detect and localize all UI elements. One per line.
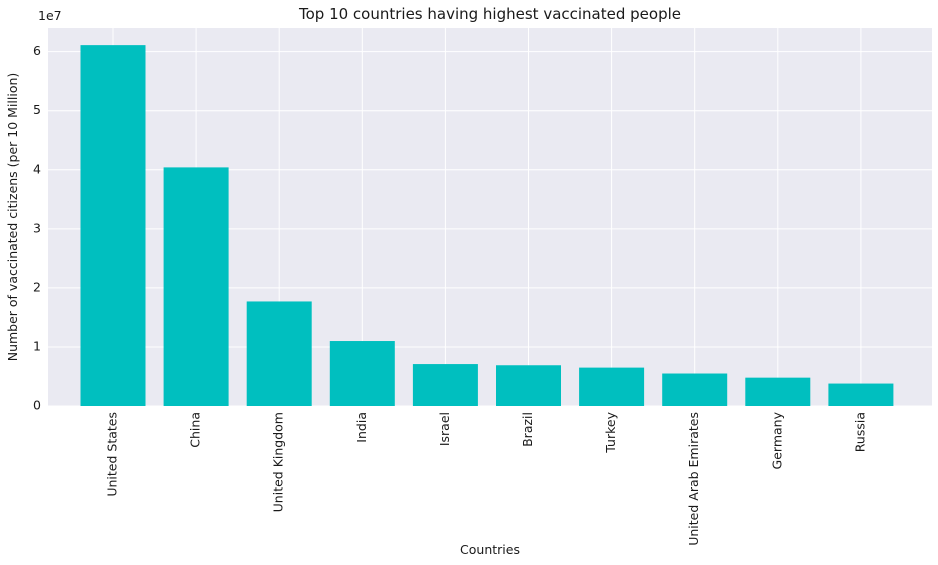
x-tick-label: China bbox=[188, 412, 203, 448]
x-tick-label: United Arab Emirates bbox=[686, 412, 701, 546]
bar-russia bbox=[828, 383, 894, 406]
y-tick-labels: 0 1 2 3 4 5 6 bbox=[33, 43, 41, 412]
y-tick-label: 5 bbox=[33, 102, 41, 117]
x-tick-label: Russia bbox=[852, 412, 867, 452]
x-tick-labels: United States China United Kingdom India Isr… bbox=[105, 411, 868, 545]
y-tick-label: 2 bbox=[33, 279, 41, 294]
x-tick-label: Turkey bbox=[603, 411, 618, 453]
bars bbox=[80, 45, 894, 407]
x-axis-label: Countries bbox=[460, 542, 520, 557]
bar-united-arab-emirates bbox=[662, 373, 728, 406]
bar-germany bbox=[745, 377, 811, 406]
chart-title: Top 10 countries having highest vaccinat… bbox=[298, 5, 681, 23]
bar-china bbox=[163, 167, 229, 406]
y-tick-label: 1 bbox=[33, 338, 41, 353]
x-tick-label: Brazil bbox=[520, 412, 535, 447]
bar-india bbox=[329, 341, 395, 406]
bar-israel bbox=[412, 364, 478, 406]
x-tick-label: India bbox=[354, 412, 369, 443]
bar-united-kingdom bbox=[246, 301, 312, 406]
x-tick-label: United States bbox=[105, 412, 120, 497]
x-tick-label: Israel bbox=[437, 412, 452, 446]
y-offset-label: 1e7 bbox=[38, 8, 62, 23]
y-tick-label: 4 bbox=[33, 161, 41, 176]
x-tick-label: Germany bbox=[769, 411, 784, 469]
y-tick-label: 3 bbox=[33, 220, 41, 235]
bar-united-states bbox=[80, 45, 146, 407]
y-tick-label: 0 bbox=[33, 398, 41, 413]
y-axis-label: Number of vaccinated citizens (per 10 Mi… bbox=[5, 73, 20, 362]
x-tick-label: United Kingdom bbox=[271, 412, 286, 512]
bar-brazil bbox=[496, 365, 561, 406]
y-tick-label: 6 bbox=[33, 43, 41, 58]
bar-turkey bbox=[579, 367, 645, 406]
